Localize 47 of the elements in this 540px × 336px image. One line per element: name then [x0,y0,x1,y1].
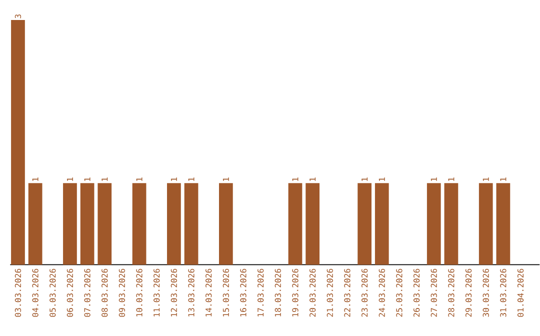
data-label: 1 [310,178,316,181]
data-label: 1 [136,178,142,181]
x-tick-label: 24.03.2026 [378,268,385,317]
x-tick-label: 29.03.2026 [465,268,472,317]
x-tick-label: 05.03.2026 [50,268,56,317]
x-tick-label: 01.04.2026 [517,268,524,317]
x-tick-label: 19.03.2026 [292,268,298,316]
x-tick-label: 28.03.2026 [448,268,454,317]
data-label: 1 [292,178,298,181]
data-label: 1 [170,178,177,181]
x-tick-label: 03.03.2026 [14,268,22,317]
data-label: 1 [500,178,506,181]
data-label: 1 [362,178,368,181]
data-label: 3 [14,14,22,18]
x-tick-label: 27.03.2026 [430,268,437,317]
data-label: 1 [430,178,437,181]
data-label: 1 [102,178,108,181]
x-tick-label: 20.03.2026 [309,268,316,317]
x-tick-label: 17.03.2026 [258,268,264,316]
x-tick-label: 13.03.2026 [188,268,194,316]
data-label: 1 [67,178,73,181]
x-tick-label: 06.03.2026 [66,268,74,317]
x-tick-label: 10.03.2026 [136,268,142,316]
x-tick-label: 04.03.2026 [32,268,38,317]
x-tick-label: 11.03.2026 [154,268,160,316]
data-label: 1 [32,178,38,181]
x-tick-label: 22.03.2026 [344,268,350,317]
x-tick-label: 30.03.2026 [482,268,489,317]
x-tick-label: 31.03.2026 [500,268,506,317]
data-label: 1 [222,178,229,181]
x-tick-label: 25.03.2026 [396,268,402,317]
x-tick-label: 26.03.2026 [413,268,420,317]
x-tick-label: 08.03.2026 [102,268,108,317]
x-tick-label: 16.03.2026 [240,268,246,316]
data-label: 1 [188,178,194,181]
x-tick-label: 14.03.2026 [206,268,212,316]
x-tick-label: 18.03.2026 [274,268,281,316]
x-tick-label: 23.03.2026 [361,268,368,317]
x-tick-label: 15.03.2026 [222,268,230,316]
data-label: 1 [378,178,385,181]
data-label: 1 [482,178,489,181]
data-label: 1 [84,178,90,181]
x-tick-label: 21.03.2026 [326,268,333,317]
data-label: 1 [448,178,454,181]
x-tick-label: 07.03.2026 [84,268,90,317]
x-tick-label: 12.03.2026 [170,268,178,316]
x-tick-label: 09.03.2026 [118,268,126,317]
